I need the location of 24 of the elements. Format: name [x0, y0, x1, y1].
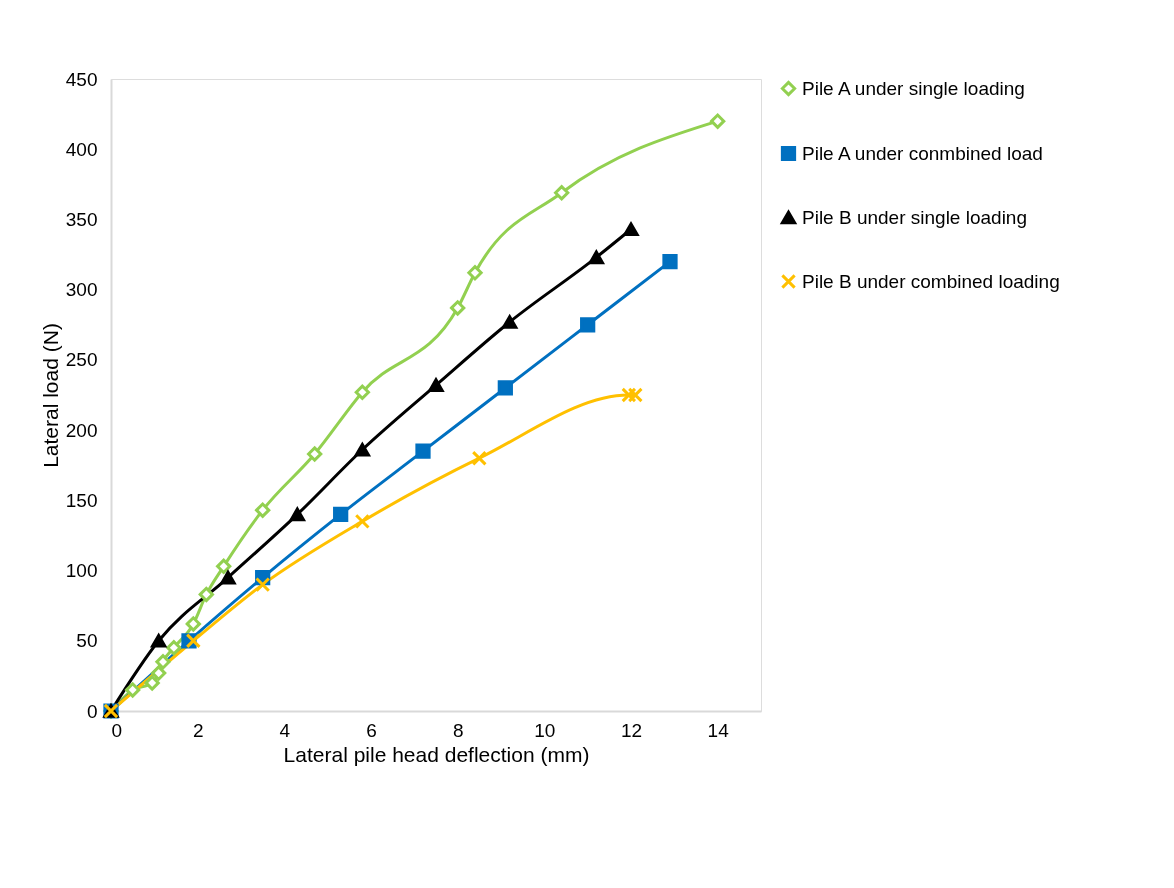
legend-label: Pile A under single loading — [802, 77, 1025, 99]
x-axis-title: Lateral pile head deflection (mm) — [283, 742, 590, 766]
x-tick-label: 0 — [111, 719, 123, 741]
x-tick-label: 12 — [620, 719, 643, 741]
y-tick-label: 250 — [65, 349, 98, 371]
y-tick-label: 50 — [76, 630, 98, 652]
y-tick-label: 200 — [65, 419, 98, 441]
y-tick-label: 350 — [65, 208, 98, 230]
y-tick-label: 0 — [86, 700, 98, 722]
y-axis-title: Lateral load (N) — [38, 323, 62, 468]
x-tick-label: 4 — [279, 719, 291, 741]
y-tick-label: 450 — [65, 68, 98, 90]
y-tick-label: 300 — [65, 279, 98, 301]
y-tick-label: 400 — [65, 138, 98, 160]
legend-label: Pile A under conmbined load — [802, 142, 1043, 164]
x-tick-label: 2 — [192, 719, 204, 741]
x-tick-label: 8 — [452, 719, 464, 741]
legend-label: Pile B under combined loading — [802, 270, 1060, 292]
x-tick-label: 10 — [534, 719, 556, 741]
x-tick-label: 6 — [366, 719, 377, 741]
y-tick-label: 150 — [65, 489, 98, 511]
x-tick-label: 14 — [707, 719, 730, 741]
y-tick-label: 100 — [65, 560, 98, 582]
legend-label: Pile B under single loading — [802, 206, 1027, 228]
